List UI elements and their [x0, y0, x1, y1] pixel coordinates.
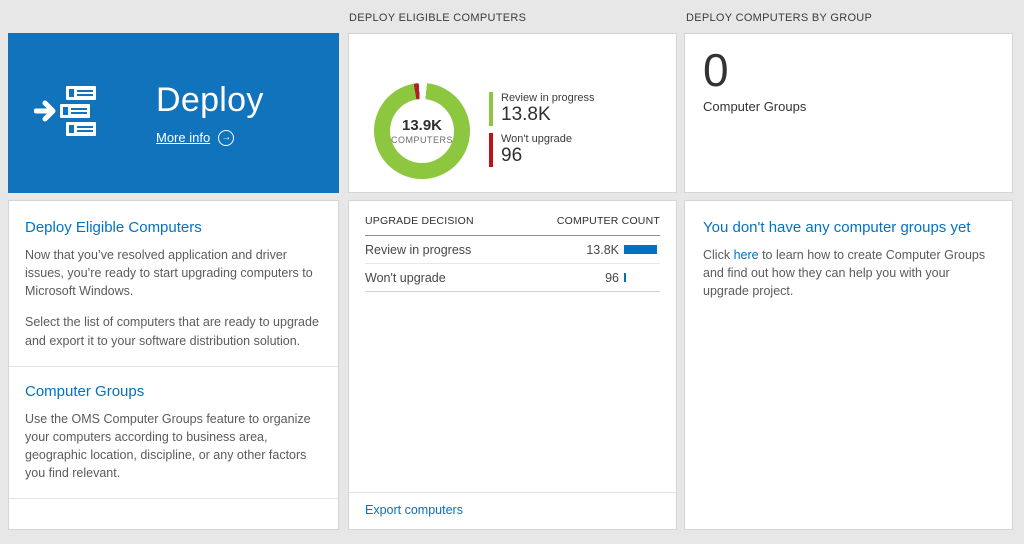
- legend-color-bar: [489, 92, 493, 126]
- page-title: Deploy: [156, 80, 264, 119]
- computers-donut-chart[interactable]: 13.9K COMPUTERS: [374, 83, 470, 179]
- empty-state-text: Click here to learn how to create Comput…: [703, 246, 994, 300]
- deploy-icon: [33, 85, 100, 142]
- row-bar-zone: [624, 273, 660, 282]
- paragraph: Use the OMS Computer Groups feature to o…: [25, 411, 311, 480]
- here-link[interactable]: here: [733, 248, 759, 262]
- donut-legend: Review in progress 13.8K Won't upgrade 9…: [489, 92, 595, 167]
- legend-value: 96: [501, 144, 523, 166]
- upgrade-decision-table: UPGRADE DECISION COMPUTER COUNT Review i…: [349, 201, 676, 292]
- table-row[interactable]: Review in progress 13.8K: [365, 236, 660, 264]
- table-panel-footer: Export computers: [349, 492, 676, 529]
- donut-center-label: 13.9K COMPUTERS: [374, 83, 470, 179]
- column-header-computer-count: COMPUTER COUNT: [556, 215, 660, 227]
- count-bar: [624, 273, 626, 282]
- row-count-value: 13.8K: [586, 242, 619, 257]
- legend-label: Review in progress: [501, 92, 595, 104]
- divider: [9, 365, 338, 367]
- row-count-cell: 13.8K: [573, 243, 660, 257]
- more-info-link[interactable]: More info: [156, 130, 211, 145]
- computer-groups-count-tile[interactable]: 0 Computer Groups: [684, 33, 1013, 193]
- donut-total-label: COMPUTERS: [390, 135, 453, 145]
- row-count-value: 96: [605, 270, 619, 285]
- upgrade-decision-table-panel: UPGRADE DECISION COMPUTER COUNT Review i…: [348, 200, 677, 530]
- row-label: Review in progress: [365, 242, 472, 257]
- deploy-info-panel: Deploy Eligible Computers Now that you’v…: [8, 200, 339, 530]
- paragraph: Select the list of computers that are re…: [25, 315, 319, 348]
- computer-groups-empty-panel: You don't have any computer groups yet C…: [684, 200, 1013, 530]
- row-label: Won't upgrade: [365, 270, 446, 285]
- section-heading-computer-groups: Computer Groups: [25, 382, 145, 400]
- empty-text-after: to learn how to create Computer Groups a…: [703, 248, 986, 299]
- table-header-row: UPGRADE DECISION COMPUTER COUNT: [365, 213, 660, 236]
- deploy-eligible-computers-tile[interactable]: 13.9K COMPUTERS Review in progress 13.8K…: [348, 33, 677, 193]
- donut-total-value: 13.9K: [401, 117, 443, 134]
- legend-item-review-in-progress: Review in progress 13.8K: [489, 92, 595, 126]
- column-header-deploy-computers-by-group: DEPLOY COMPUTERS BY GROUP: [686, 12, 873, 24]
- column-header-deploy-eligible-computers: DEPLOY ELIGIBLE COMPUTERS: [349, 12, 527, 24]
- computer-groups-count-label: Computer Groups: [703, 98, 807, 114]
- export-computers-link[interactable]: Export computers: [365, 503, 463, 517]
- paragraph: Now that you’ve resolved application and…: [25, 248, 313, 299]
- legend-item-wont-upgrade: Won't upgrade 96: [489, 132, 595, 167]
- more-info-arrow-icon[interactable]: →: [218, 129, 235, 146]
- count-bar: [624, 245, 657, 254]
- section-heading-deploy-eligible-computers: Deploy Eligible Computers: [25, 219, 202, 236]
- table-row[interactable]: Won't upgrade 96: [365, 264, 660, 292]
- row-count-cell: 96: [573, 271, 660, 285]
- column-header-upgrade-decision: UPGRADE DECISION: [365, 215, 474, 227]
- computer-groups-count: 0: [703, 44, 729, 96]
- deploy-hero-tile[interactable]: Deploy More info →: [8, 33, 339, 193]
- legend-value: 13.8K: [501, 104, 551, 125]
- empty-text-before: Click: [703, 248, 734, 262]
- empty-state-heading: You don't have any computer groups yet: [703, 219, 971, 236]
- legend-label: Won't upgrade: [501, 132, 573, 145]
- legend-color-bar: [489, 132, 493, 167]
- row-bar-zone: [624, 245, 660, 254]
- divider: [9, 498, 338, 500]
